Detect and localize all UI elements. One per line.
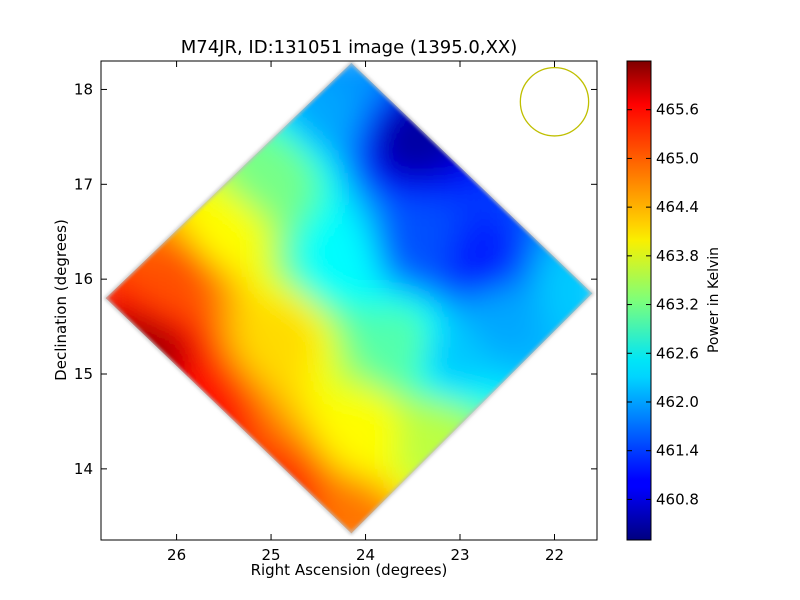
x-tick-label: 25: [262, 546, 281, 564]
colorbar-tick-label: 460.8: [656, 490, 699, 508]
y-tick-label: 14: [74, 460, 93, 478]
colorbar-tick-label: 465.0: [656, 149, 699, 167]
x-tick-label: 24: [356, 546, 375, 564]
x-tick-label: 22: [545, 546, 564, 564]
colorbar-tick-label: 465.6: [656, 101, 699, 119]
colorbar-label: Power in Kelvin: [706, 247, 722, 353]
colorbar-tick-label: 461.4: [656, 442, 699, 460]
y-tick-label: 15: [74, 365, 93, 383]
y-axis: 14 15 16 17 18: [74, 80, 597, 478]
colorbar-tick-label: 462.6: [656, 344, 699, 362]
colorbar-tick-label: 463.2: [656, 296, 699, 314]
x-axis: 26 25 24 23 22: [167, 61, 564, 564]
chart-title: M74JR, ID:131051 image (1395.0,XX): [181, 37, 518, 58]
y-axis-label: Declination (degrees): [52, 219, 70, 381]
x-axis-label: Right Ascension (degrees): [251, 561, 448, 579]
beam-circle-layer: [519, 66, 590, 137]
x-tick-label: 23: [450, 546, 469, 564]
colorbar-tick-label: 464.4: [656, 198, 699, 216]
beam-circle: [519, 66, 590, 137]
y-tick-label: 16: [74, 270, 93, 288]
colorbar-tick-label: 463.8: [656, 247, 699, 265]
x-tick-label: 26: [167, 546, 186, 564]
footprint-edge: [103, 61, 595, 536]
y-tick-label: 18: [74, 80, 93, 98]
colorbar-ticks: 460.8 461.4 462.0 462.6 463.2 463.8 464.4 465.0…: [627, 101, 699, 508]
plot-frame: [100, 60, 598, 541]
colorbar-tick-label: 462.0: [656, 393, 699, 411]
y-tick-label: 17: [74, 175, 93, 193]
colorbar: [626, 60, 652, 541]
